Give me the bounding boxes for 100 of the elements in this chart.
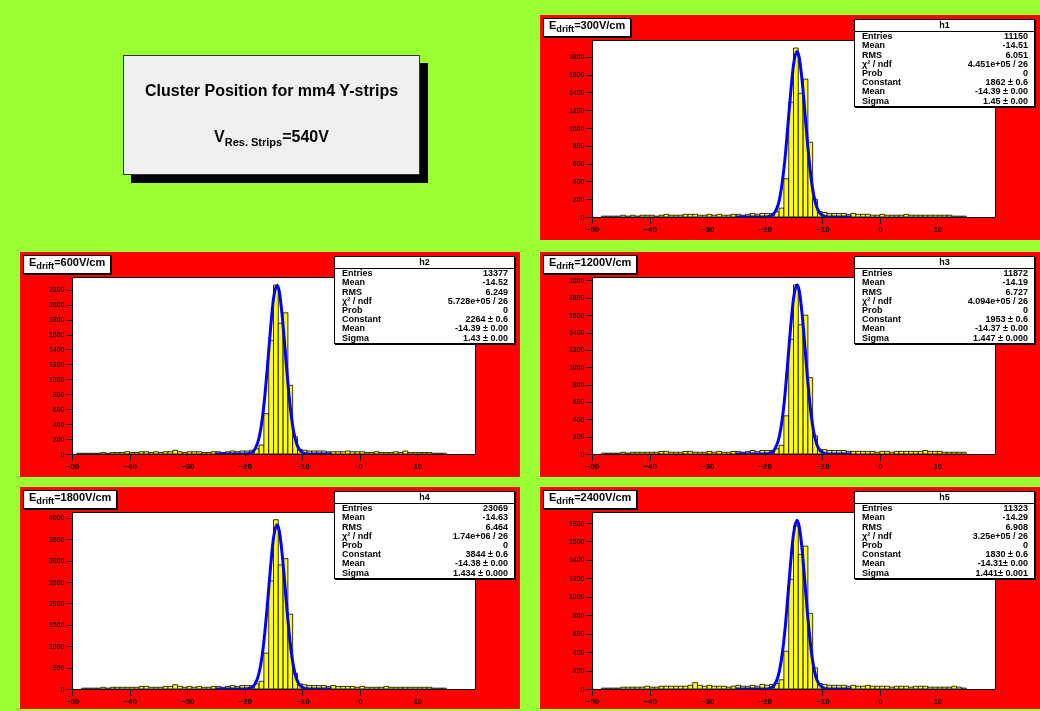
annotation: Sigma: [862, 95, 890, 106]
x-tick-label: 10: [933, 696, 943, 706]
x-tick-label: −30: [180, 696, 195, 706]
annotation: Sigma: [342, 567, 370, 578]
x-tick-label: −20: [238, 696, 253, 706]
annotation: Mean: [862, 512, 886, 523]
annotation: RMS: [862, 49, 882, 60]
text: -14.52: [482, 277, 508, 288]
annotation: Mean: [862, 323, 886, 334]
x-tick-label: −50: [65, 461, 80, 471]
x-tick-label: −10: [816, 461, 831, 471]
x-tick-label: −40: [123, 461, 138, 471]
x-tick-label: −50: [585, 696, 600, 706]
annotation: 4.451e+05 / 26: [967, 58, 1028, 70]
x-tick-label: 0: [878, 461, 884, 471]
annotation: Sigma: [862, 567, 890, 578]
x-tick-label: −10: [816, 696, 831, 706]
annotation: 2264 ± 0.6: [465, 314, 508, 325]
text: 6.051: [1005, 49, 1028, 60]
annotation: -14.39 ± 0.00: [975, 86, 1028, 97]
x-tick-label: 10: [413, 696, 423, 706]
x-tick-label: −20: [238, 461, 253, 471]
x-tick-label: −20: [758, 696, 773, 706]
annotation: RMS: [862, 286, 882, 297]
annotation: RMS: [862, 521, 882, 532]
annotation: 1.74e+06 / 26: [452, 530, 508, 542]
annotation: Constant: [342, 314, 381, 325]
annotation: 1862 ± 0.6: [985, 77, 1028, 88]
text: 11872: [1003, 268, 1028, 279]
annotation: Constant: [342, 549, 381, 560]
annotation: Prob: [862, 305, 883, 316]
annotation: -14.38 ± 0.00: [455, 558, 508, 569]
annotation: Mean: [342, 558, 366, 569]
annotation: Constant: [862, 77, 901, 88]
x-tick-label: 10: [933, 461, 943, 471]
annotation: χ² / ndf: [862, 58, 892, 69]
x-tick-label: −30: [700, 224, 715, 234]
x-tick-label: −10: [296, 461, 311, 471]
annotation: 5.728e+05 / 26: [447, 295, 508, 307]
annotation: 1.43 ± 0.00: [463, 332, 508, 343]
text: 11323: [1003, 503, 1028, 514]
x-tick-label: 0: [878, 224, 884, 234]
x-tick-label: 10: [413, 461, 423, 471]
text: h1: [855, 20, 1034, 33]
annotation: Prob: [862, 540, 883, 551]
chart-title: E$_{drift}$=1200V/cm: [543, 255, 638, 275]
annotation: 3844 ± 0.6: [465, 549, 508, 560]
annotation: χ² / ndf: [862, 530, 892, 541]
annotation: 4.094e+05 / 26: [967, 295, 1028, 307]
annotation: Mean: [342, 512, 366, 523]
annotation: χ² / ndf: [342, 295, 372, 306]
text: h4: [335, 492, 514, 505]
annotation: 1830 ± 0.6: [985, 549, 1028, 560]
x-tick-label: −40: [643, 224, 658, 234]
text: 0: [502, 540, 508, 551]
annotation: Mean: [342, 277, 366, 288]
x-tick-label: −10: [816, 224, 831, 234]
text: V$_{Res. Strips}$=540V: [214, 127, 329, 149]
annotation: Constant: [862, 314, 901, 325]
annotation: -14.39 ± 0.00: [455, 323, 508, 334]
annotation: -14.31± 0.00: [977, 558, 1028, 569]
annotation: Prob: [342, 540, 363, 551]
text: 0: [1022, 68, 1028, 79]
x-tick-label: −10: [296, 696, 311, 706]
chart-title: E$_{drift}$=1800V/cm: [23, 490, 118, 510]
text: 13377: [482, 268, 508, 279]
text: 6.464: [485, 521, 508, 532]
text: h3: [855, 257, 1034, 270]
text: -14.29: [1002, 512, 1028, 523]
annotation: 3.25e+05 / 26: [972, 530, 1028, 542]
annotation: RMS: [342, 286, 362, 297]
x-tick-label: 0: [358, 461, 364, 471]
text: 11150: [1003, 31, 1028, 42]
annotation: 1.447 ± 0.000: [973, 332, 1028, 343]
annotation: Mean: [862, 558, 886, 569]
annotation: Entries: [342, 268, 373, 279]
chart-title: E$_{drift}$=300V/cm: [543, 18, 632, 38]
annotation: Prob: [342, 305, 363, 316]
annotation: Mean: [862, 86, 886, 97]
annotation: 1.441± 0.001: [975, 567, 1028, 578]
text: 23069: [482, 503, 508, 514]
annotation: 1.45 ± 0.00: [983, 95, 1028, 106]
x-tick-label: −50: [65, 696, 80, 706]
text: -14.63: [482, 512, 508, 523]
x-tick-label: −50: [585, 224, 600, 234]
annotation: χ² / ndf: [342, 530, 372, 541]
chart-title: E$_{drift}$=2400V/cm: [543, 490, 638, 510]
annotation: Prob: [862, 68, 883, 79]
x-tick-label: 0: [878, 696, 884, 706]
annotation: Entries: [862, 503, 893, 514]
annotation: Mean: [862, 277, 886, 288]
x-tick-label: −30: [700, 696, 715, 706]
annotation: 1953 ± 0.6: [985, 314, 1028, 325]
annotation: Entries: [862, 31, 893, 42]
x-tick-label: 10: [933, 224, 943, 234]
text: -14.51: [1002, 40, 1028, 51]
annotation: Constant: [862, 549, 901, 560]
text: 6.727: [1005, 286, 1028, 297]
x-tick-label: 0: [358, 696, 364, 706]
annotation: Entries: [862, 268, 893, 279]
